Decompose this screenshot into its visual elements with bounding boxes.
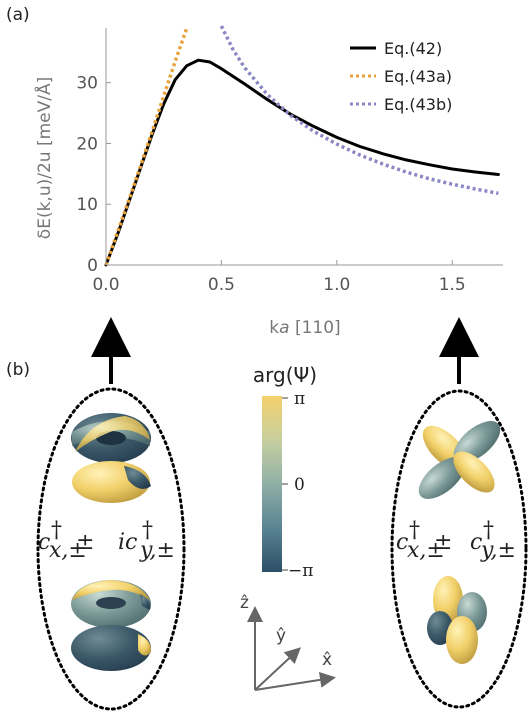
right-dotted-ellipse	[390, 389, 528, 709]
svg-text:ic: ic	[118, 530, 137, 555]
x-tick-label: 1.0	[323, 275, 350, 295]
coordinate-axes: ẑ ŷ x̂	[240, 593, 336, 691]
series-line-1	[104, 58, 500, 267]
x-axis-label: x̂	[322, 650, 332, 670]
colorbar-top-label: π	[294, 389, 305, 409]
svg-text:c: c	[396, 530, 408, 555]
right-orbital-top	[418, 421, 501, 499]
svg-text:±: ±	[76, 530, 94, 555]
svg-text:y,±: y,±	[139, 538, 175, 563]
svg-text:c: c	[38, 530, 50, 555]
legend-label-1: Eq.(42)	[384, 39, 442, 58]
svg-text:†: †	[409, 518, 420, 543]
colorbar-mid-label: 0	[294, 475, 305, 495]
y-axis-arrow	[254, 647, 301, 691]
colorbar-bottom-label: −π	[288, 561, 313, 581]
z-axis-label: ẑ	[240, 593, 249, 613]
left-orbital-bottom	[71, 580, 152, 671]
svg-text:†: †	[51, 518, 62, 543]
svg-text:c: c	[470, 530, 482, 555]
colorbar-title: arg(Ψ)	[253, 363, 317, 387]
svg-text:x,±: x,±	[407, 538, 445, 563]
y-axis-title: δE(k,u)/2u [meV/Å]	[33, 77, 55, 239]
y-axis-label: ŷ	[276, 626, 286, 646]
legend-label-3: Eq.(43b)	[384, 95, 452, 114]
x-tick-label: 1.5	[439, 275, 466, 295]
legend: Eq.(42) Eq.(43a) Eq.(43b)	[350, 39, 452, 114]
y-tick-label: 30	[76, 74, 98, 94]
right-state-formula: c † x,± ± c † y,±	[396, 518, 516, 563]
colorbar: arg(Ψ) π 0 −π	[253, 363, 317, 581]
svg-text:y,±: y,±	[480, 538, 516, 563]
x-axis-title: ka [110]	[269, 318, 340, 338]
x-axis-arrow	[254, 671, 336, 691]
y-tick-label: 0	[87, 256, 98, 276]
x-tick-label: 0.0	[92, 275, 119, 295]
right-orbital-bottom	[427, 576, 487, 664]
y-tick-label: 10	[76, 195, 98, 215]
panel-a-label: (a)	[6, 5, 30, 25]
left-state-formula: c † x,± ± ic † y,±	[38, 518, 175, 563]
ticks-layer: 0.0 0.5 1.0 1.5 0 10 20 30	[76, 74, 465, 295]
series-line-3	[219, 25, 499, 196]
panel-b-label: (b)	[6, 360, 30, 380]
left-dotted-ellipse	[36, 387, 186, 711]
colorbar-gradient	[262, 396, 282, 572]
x-tick-label: 0.5	[208, 275, 235, 295]
series-layer	[104, 25, 500, 267]
svg-text:±: ±	[434, 530, 452, 555]
chart-frame	[105, 28, 503, 266]
left-orbital-top	[71, 413, 151, 503]
legend-label-2: Eq.(43a)	[384, 67, 452, 86]
svg-text:†: †	[483, 518, 494, 543]
svg-text:x,±: x,±	[49, 538, 87, 563]
y-tick-label: 20	[76, 134, 98, 154]
svg-text:†: †	[142, 518, 153, 543]
